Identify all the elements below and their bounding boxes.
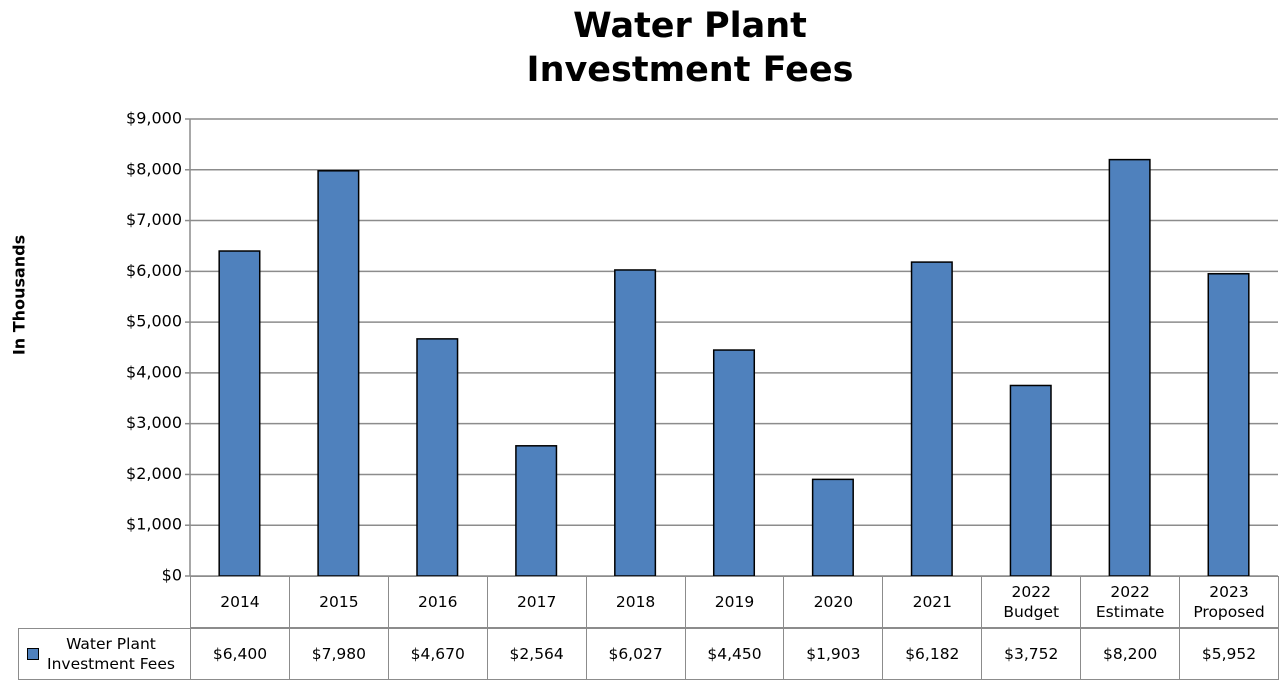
y-tick-label: $2,000 [126,464,182,483]
value-label: $5,952 [1179,628,1279,680]
y-tick-label: $4,000 [126,362,182,381]
x-tick-label: 2019 [684,576,785,628]
bar [614,269,657,577]
x-tick-label: 2015 [288,576,389,628]
value-label: $1,903 [783,628,884,680]
bar [1108,158,1151,577]
x-tick-label: 2021 [882,576,983,628]
legend-entry: Water Plant Investment Fees [18,628,191,680]
value-label: $2,564 [486,628,587,680]
y-tick-label: $3,000 [126,413,182,432]
bar [317,170,360,577]
y-tick-label: $5,000 [126,312,182,331]
y-tick-label: $7,000 [126,210,182,229]
bar [811,478,854,577]
bar [1207,273,1250,577]
x-tick-label: 2017 [486,576,587,628]
chart-title: Water Plant Investment Fees [526,6,854,90]
x-tick-label: 2018 [585,576,686,628]
y-tick-label: $6,000 [126,261,182,280]
y-tick-label: $8,000 [126,159,182,178]
value-label: $3,752 [981,628,1082,680]
y-tick-label: $9,000 [126,109,182,128]
value-label: $4,670 [387,628,488,680]
bar [910,261,953,577]
bar [416,338,459,577]
bar [515,445,558,577]
bar [218,250,261,577]
y-axis-label: In Thousands [10,235,29,355]
bar [1009,384,1052,577]
value-label: $6,182 [882,628,983,680]
value-label: $4,450 [684,628,785,680]
y-tick-label: $0 [162,566,182,585]
legend-label: Water Plant Investment Fees [47,635,175,673]
x-tick-label: 2016 [387,576,488,628]
bar [712,349,756,577]
x-tick-label: 2014 [190,576,290,628]
value-label: $8,200 [1080,628,1181,680]
x-tick-label: 2022 Estimate [1080,576,1181,628]
legend-swatch [27,648,39,660]
x-tick-label: 2022 Budget [981,576,1082,628]
value-label: $6,400 [190,628,290,680]
value-label: $7,980 [288,628,389,680]
y-tick-label: $1,000 [126,515,182,534]
x-tick-label: 2023 Proposed [1179,576,1279,628]
x-tick-label: 2020 [783,576,884,628]
value-label: $6,027 [585,628,686,680]
